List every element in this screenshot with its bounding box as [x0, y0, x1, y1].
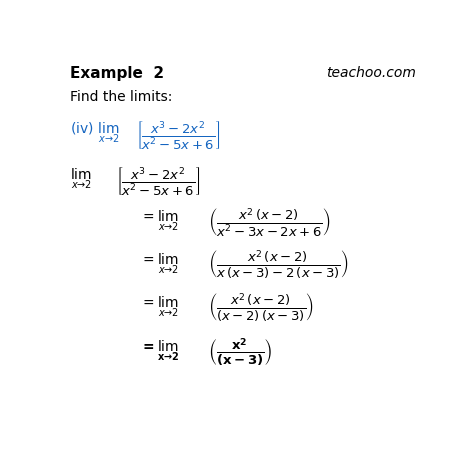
Text: $\mathbf{= \lim_{x \to 2}}$: $\mathbf{= \lim_{x \to 2}}$	[140, 338, 179, 363]
Text: teachoo.com: teachoo.com	[326, 66, 416, 80]
Text: $= \lim_{x \to 2}$: $= \lim_{x \to 2}$	[140, 294, 179, 319]
Text: $\lim_{x \to 2}$: $\lim_{x \to 2}$	[70, 166, 92, 191]
Text: $\left[\dfrac{x^3-2x^2}{x^2-5x+6}\right]$: $\left[\dfrac{x^3-2x^2}{x^2-5x+6}\right]…	[116, 164, 201, 197]
Text: $\left(\dfrac{x^2\,(x-2)}{x\,(x-3)-2\,(x-3)}\right)$: $\left(\dfrac{x^2\,(x-2)}{x\,(x-3)-2\,(x…	[208, 249, 348, 281]
Text: $\mathbf{\left(\dfrac{x^2}{(x-3)}\right)}$: $\mathbf{\left(\dfrac{x^2}{(x-3)}\right)…	[208, 336, 273, 368]
Text: (iv) $\lim_{x \to 2}$: (iv) $\lim_{x \to 2}$	[70, 121, 119, 146]
Text: Find the limits:: Find the limits:	[70, 90, 173, 104]
Text: $\left(\dfrac{x^2\,(x-2)}{x^2-3x-2x+6}\right)$: $\left(\dfrac{x^2\,(x-2)}{x^2-3x-2x+6}\r…	[208, 207, 330, 239]
Text: $= \lim_{x \to 2}$: $= \lim_{x \to 2}$	[140, 251, 179, 276]
Text: $= \lim_{x \to 2}$: $= \lim_{x \to 2}$	[140, 209, 179, 233]
Text: $\left(\dfrac{x^2\,(x-2)}{(x-2)\,(x-3)}\right)$: $\left(\dfrac{x^2\,(x-2)}{(x-2)\,(x-3)}\…	[208, 292, 314, 324]
Text: Example  2: Example 2	[70, 66, 164, 81]
Text: $\left[\dfrac{x^3-2x^2}{x^2-5x+6}\right]$: $\left[\dfrac{x^3-2x^2}{x^2-5x+6}\right]…	[137, 119, 220, 151]
